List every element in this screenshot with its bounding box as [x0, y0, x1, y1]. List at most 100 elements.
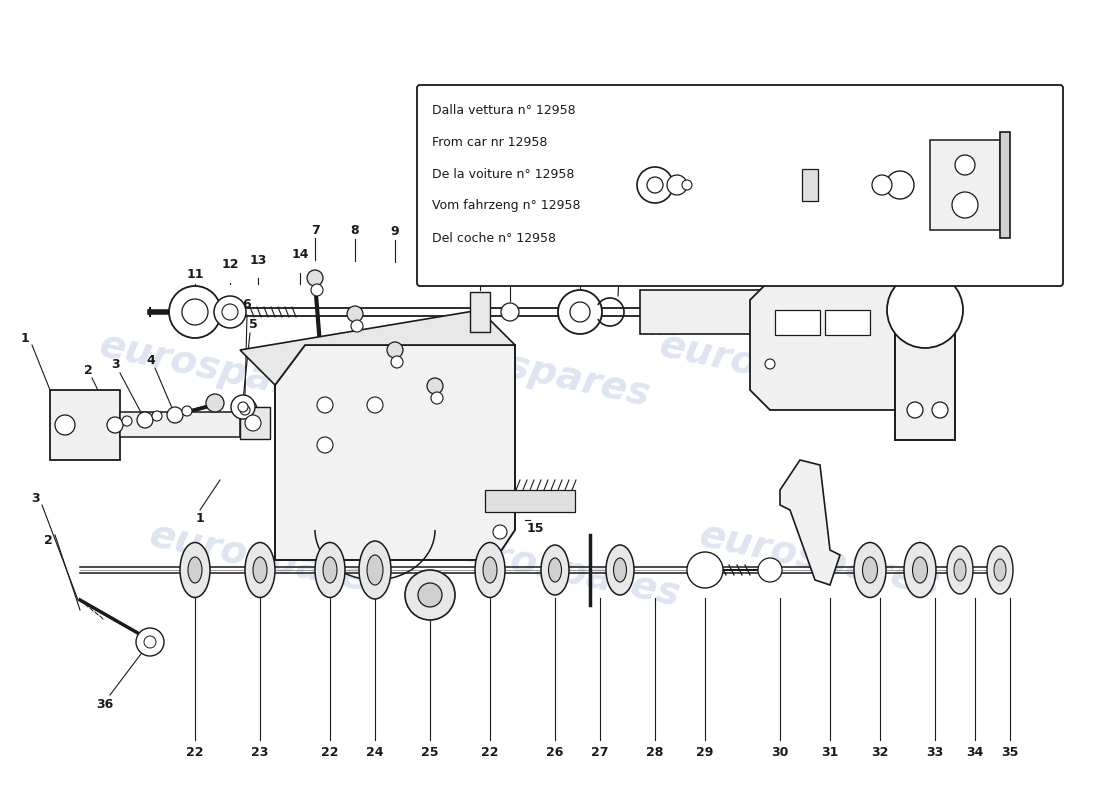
Text: 13: 13: [250, 254, 266, 266]
Bar: [930, 140, 1000, 230]
Circle shape: [351, 320, 363, 332]
Text: 2: 2: [84, 363, 92, 377]
Bar: [1000, 132, 1010, 238]
Circle shape: [233, 398, 257, 422]
Circle shape: [222, 304, 238, 320]
Circle shape: [144, 636, 156, 648]
Bar: [485, 490, 575, 512]
Circle shape: [390, 356, 403, 368]
Text: 24: 24: [366, 746, 384, 758]
Text: 12: 12: [221, 258, 239, 271]
Text: 22: 22: [321, 746, 339, 758]
Ellipse shape: [954, 559, 966, 581]
Circle shape: [107, 417, 123, 433]
Text: 17: 17: [502, 242, 519, 254]
Circle shape: [55, 415, 75, 435]
Circle shape: [558, 290, 602, 334]
Circle shape: [952, 192, 978, 218]
Text: 40: 40: [801, 99, 818, 113]
Text: 25: 25: [421, 746, 439, 758]
Ellipse shape: [862, 557, 878, 583]
Circle shape: [570, 302, 590, 322]
Text: 1: 1: [196, 511, 205, 525]
Circle shape: [245, 415, 261, 431]
Text: 30: 30: [771, 746, 789, 758]
Circle shape: [688, 552, 723, 588]
Ellipse shape: [947, 546, 974, 594]
Circle shape: [346, 306, 363, 322]
Circle shape: [872, 175, 892, 195]
Bar: [640, 290, 770, 334]
Circle shape: [182, 299, 208, 325]
Circle shape: [307, 270, 323, 286]
Text: 41: 41: [961, 99, 979, 113]
Text: 38: 38: [669, 258, 685, 271]
Text: 28: 28: [647, 746, 663, 758]
Text: 39: 39: [873, 99, 891, 113]
Polygon shape: [750, 280, 895, 410]
Polygon shape: [240, 310, 515, 385]
Text: 33: 33: [926, 746, 944, 758]
Ellipse shape: [180, 542, 210, 598]
Circle shape: [887, 272, 962, 348]
Text: Vom fahrzeng n° 12958: Vom fahrzeng n° 12958: [432, 199, 581, 213]
Circle shape: [136, 628, 164, 656]
Text: eurospares: eurospares: [406, 326, 654, 414]
Ellipse shape: [315, 542, 345, 598]
Ellipse shape: [904, 542, 936, 598]
Circle shape: [886, 171, 914, 199]
Text: 39: 39: [696, 258, 714, 271]
Circle shape: [152, 411, 162, 421]
Text: 37: 37: [896, 99, 914, 113]
Text: 20: 20: [761, 242, 779, 254]
Ellipse shape: [323, 557, 337, 583]
Text: 4: 4: [146, 354, 155, 366]
Text: 22: 22: [482, 746, 498, 758]
Text: 3: 3: [112, 358, 120, 371]
Ellipse shape: [913, 557, 927, 583]
Ellipse shape: [994, 559, 1006, 581]
Text: 21: 21: [832, 242, 849, 254]
Circle shape: [387, 342, 403, 358]
Text: 6: 6: [243, 298, 251, 311]
Bar: [825, 310, 870, 335]
Text: Del coche n° 12958: Del coche n° 12958: [432, 231, 556, 245]
Circle shape: [240, 405, 250, 415]
Text: 9: 9: [390, 226, 399, 238]
Circle shape: [167, 407, 183, 423]
Ellipse shape: [245, 542, 275, 598]
Circle shape: [955, 155, 975, 175]
Circle shape: [932, 402, 948, 418]
Circle shape: [206, 394, 224, 412]
Circle shape: [431, 392, 443, 404]
Text: 5: 5: [249, 318, 257, 331]
Polygon shape: [895, 255, 955, 440]
Circle shape: [238, 402, 248, 412]
Text: 36: 36: [97, 698, 113, 711]
Circle shape: [169, 286, 221, 338]
Text: 7: 7: [310, 223, 319, 237]
Bar: [120, 412, 240, 437]
Text: 15: 15: [526, 522, 543, 534]
Text: 18: 18: [571, 242, 588, 254]
Text: 8: 8: [351, 224, 360, 238]
Text: 3: 3: [31, 491, 40, 505]
Ellipse shape: [359, 541, 390, 599]
Text: 2: 2: [44, 534, 53, 546]
Text: eurospares: eurospares: [696, 516, 944, 604]
Ellipse shape: [367, 555, 383, 585]
Text: 37: 37: [647, 258, 663, 271]
Text: 16: 16: [471, 249, 488, 262]
Text: 35: 35: [1001, 746, 1019, 758]
Bar: [50, 390, 120, 460]
Ellipse shape: [549, 558, 561, 582]
Bar: [776, 310, 820, 335]
Ellipse shape: [475, 542, 505, 598]
Polygon shape: [275, 345, 515, 560]
Text: 26: 26: [547, 746, 563, 758]
Ellipse shape: [405, 570, 455, 620]
Bar: [240, 407, 270, 439]
Circle shape: [637, 167, 673, 203]
Circle shape: [500, 303, 519, 321]
Text: Dalla vettura n° 12958: Dalla vettura n° 12958: [432, 103, 575, 117]
